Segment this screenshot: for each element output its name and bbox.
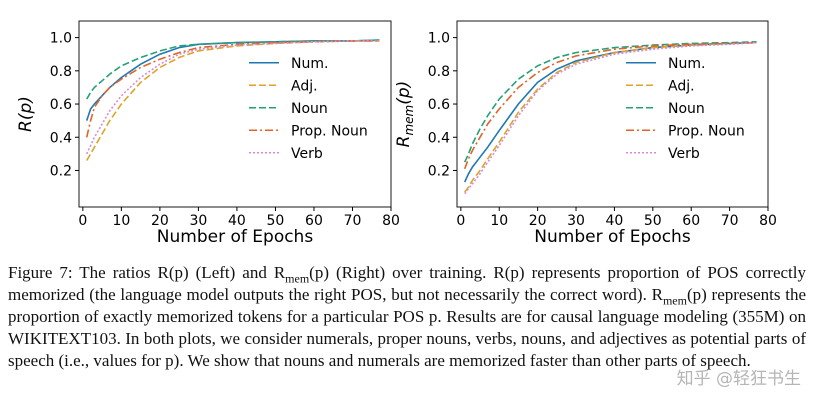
legend-label: Prop. Noun: [291, 123, 368, 139]
plot-frame: [456, 20, 769, 208]
x-tick-label: 10: [490, 213, 508, 229]
y-tick-label: 0.8: [428, 64, 450, 80]
y-tick-label: 0.6: [50, 97, 72, 113]
y-tick-label: 0.2: [428, 163, 450, 179]
x-tick-label: 40: [228, 213, 246, 229]
x-tick-label: 50: [644, 213, 662, 229]
y-tick-label: 0.4: [428, 130, 450, 146]
series-line: [463, 41, 757, 183]
series-line: [86, 40, 380, 161]
watermark: 知乎 @轻狂书生: [676, 369, 801, 389]
x-tick-label: 60: [682, 213, 700, 229]
caption-text: (p) represents the proportion of exactly…: [8, 285, 806, 370]
y-tick-label: 1.0: [50, 31, 72, 47]
caption-text: (p) (Right) over training. R(p) represen…: [8, 263, 807, 304]
y-axis-label: R(p): [16, 96, 36, 132]
x-tick-label: 80: [382, 213, 400, 229]
y-label-base: R: [394, 136, 414, 148]
legend-label: Noun: [668, 101, 705, 117]
legend-label: Verb: [668, 146, 700, 162]
x-tick-label: 0: [78, 213, 87, 229]
x-tick-label: 20: [529, 213, 547, 229]
x-tick-label: 40: [606, 213, 624, 229]
series-line: [464, 41, 757, 195]
y-tick-label: 0.8: [50, 64, 72, 80]
legend-label: Adj.: [668, 78, 695, 94]
series-line: [463, 41, 757, 163]
legend-label: Verb: [291, 146, 323, 162]
series-line: [463, 41, 757, 170]
y-tick-label: 0.4: [50, 130, 72, 146]
x-tick-label: 70: [344, 213, 362, 229]
y-tick-label: 0.2: [50, 163, 72, 179]
x-axis-label: Number of Epochs: [157, 227, 314, 247]
y-tick-label: 1.0: [428, 31, 450, 47]
x-tick-label: 30: [189, 213, 207, 229]
plot-frame: [78, 20, 392, 208]
caption-subscript: mem: [285, 271, 310, 286]
x-tick-label: 30: [567, 213, 585, 229]
y-label-rest: (p): [394, 81, 414, 105]
y-label-subscript: mem: [402, 105, 416, 136]
series-line: [85, 40, 380, 155]
legend-label: Adj.: [291, 78, 318, 94]
legend-label: Prop. Noun: [668, 123, 745, 139]
x-tick-label: 80: [759, 213, 777, 229]
x-tick-label: 0: [456, 213, 465, 229]
legend-label: Noun: [291, 101, 328, 117]
caption-subscript: mem: [662, 293, 687, 308]
legend-label: Num.: [291, 56, 328, 72]
x-axis-label: Number of Epochs: [534, 227, 691, 247]
x-tick-label: 50: [267, 213, 285, 229]
x-tick-label: 70: [721, 213, 739, 229]
series-line: [85, 40, 380, 138]
x-tick-label: 10: [112, 213, 130, 229]
x-tick-label: 20: [151, 213, 169, 229]
series-line: [85, 39, 380, 121]
y-axis-label: Rmem(p): [394, 81, 416, 148]
figure: 0 10 20 30 40 50 60 70 80 0.2 0.4 0.6 0.8 1.0 Number o…: [16, 20, 777, 247]
series-line: [86, 39, 380, 100]
figure-caption: Figure 7: The ratios R(p) (Left) and Rme…: [8, 262, 806, 372]
series-line: [464, 41, 757, 193]
caption-text: Figure 7: The ratios R(p) (Left) and R: [8, 263, 286, 282]
legend-label: Num.: [668, 56, 705, 72]
y-tick-label: 0.6: [428, 97, 450, 113]
x-tick-label: 60: [305, 213, 323, 229]
